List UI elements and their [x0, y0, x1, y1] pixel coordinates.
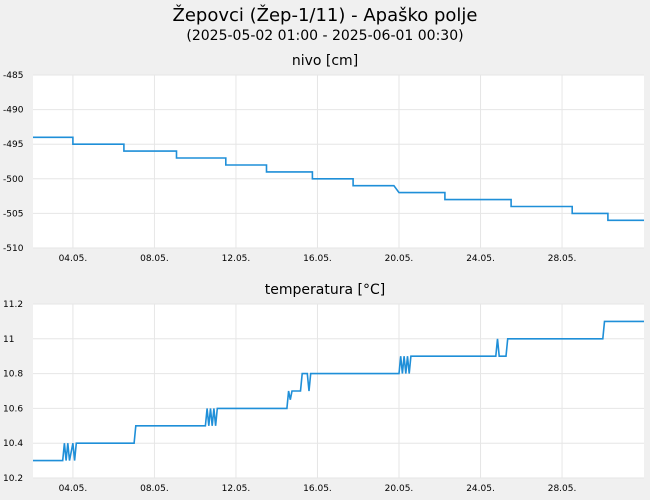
- temperature-series-line: [33, 320, 644, 462]
- level-panel: -485 -490 -495 -500 -505 -510 04.05. 08.05. 12.0…: [3, 71, 644, 264]
- level-plot-area: [33, 75, 644, 248]
- x-tick-label: 16.05.: [303, 484, 332, 494]
- y-tick-label: -510: [3, 244, 24, 254]
- level-series-line: [33, 136, 644, 222]
- y-tick-label: -495: [3, 140, 23, 150]
- y-tick-label: -490: [3, 106, 24, 116]
- y-tick-label: -485: [3, 71, 23, 81]
- y-tick-label: 10.4: [3, 439, 23, 449]
- x-tick-label: 08.05.: [140, 254, 169, 264]
- y-tick-label: -505: [3, 209, 23, 219]
- temperature-panel: 10.2 10.4 10.6 10.8 11 11.2 04.05. 08.05. 12.05.…: [3, 300, 644, 494]
- x-tick-label: 28.05.: [548, 484, 577, 494]
- chart-subtitle: (2025-05-02 01:00 - 2025-06-01 00:30): [186, 28, 463, 44]
- chart-title: Žepovci (Žep-1/11) - Apaško polje: [172, 4, 477, 26]
- x-tick-label: 16.05.: [303, 254, 332, 264]
- x-tick-label: 20.05.: [385, 254, 414, 264]
- y-tick-label: 11.2: [3, 300, 23, 310]
- x-tick-label: 08.05.: [140, 484, 169, 494]
- level-panel-title: nivo [cm]: [292, 53, 358, 69]
- x-tick-label: 04.05.: [59, 484, 88, 494]
- temperature-plot-area: [33, 304, 644, 478]
- y-tick-label: 10.8: [3, 370, 23, 380]
- x-tick-label: 24.05.: [466, 254, 495, 264]
- y-tick-label: 10.6: [3, 404, 23, 414]
- y-tick-label: 10.2: [3, 474, 23, 484]
- x-tick-label: 12.05.: [222, 254, 251, 264]
- y-tick-label: 11: [3, 335, 14, 345]
- temperature-panel-title: temperatura [°C]: [265, 282, 385, 298]
- x-tick-label: 04.05.: [59, 254, 88, 264]
- y-tick-label: -500: [3, 175, 24, 185]
- x-tick-label: 24.05.: [466, 484, 495, 494]
- x-tick-label: 12.05.: [222, 484, 251, 494]
- x-tick-label: 28.05.: [548, 254, 577, 264]
- x-tick-label: 20.05.: [385, 484, 414, 494]
